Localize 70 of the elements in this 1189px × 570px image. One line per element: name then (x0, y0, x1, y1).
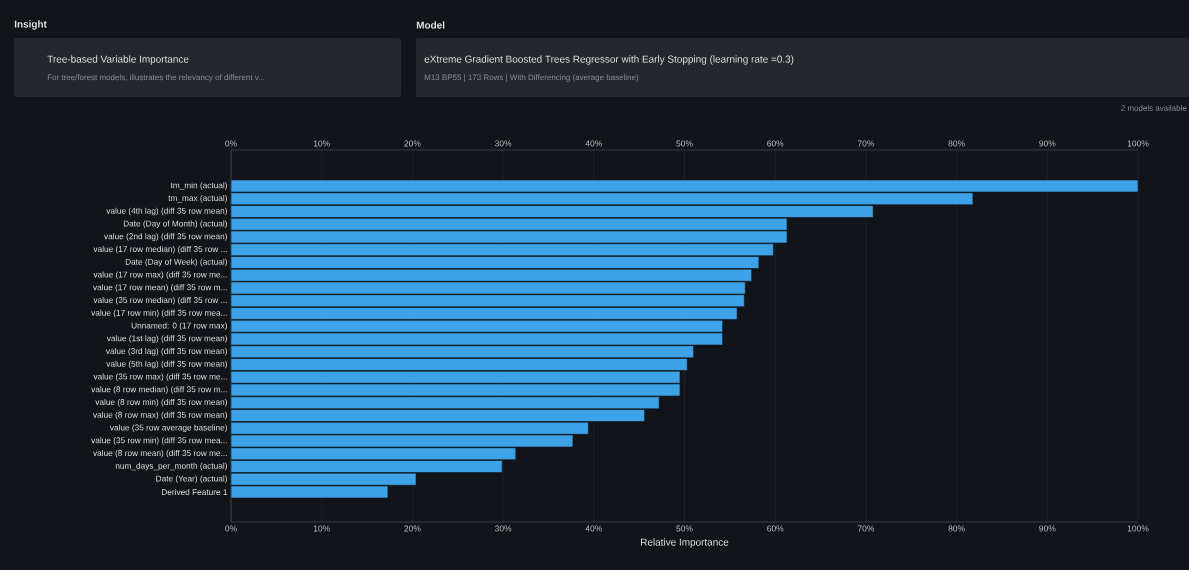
bar (231, 243, 774, 257)
bar (231, 345, 694, 359)
y-tick-label: num_days_per_month (actual) (115, 462, 227, 471)
y-tick-label: value (17 row max) (diff 35 row me... (93, 271, 227, 280)
bar (231, 396, 660, 410)
y-tick-label: value (35 row min) (diff 35 row mea... (91, 437, 227, 445)
y-tick-label: value (5th lag) (diff 35 row mean) (106, 360, 227, 369)
y-tick-label: value (2nd lag) (diff 35 row mean) (104, 233, 227, 241)
y-tick-label: value (8 row max) (diff 35 row mean) (93, 411, 227, 420)
bar (231, 217, 788, 231)
y-tick-label: value (4th lag) (diff 35 row mean) (106, 207, 227, 216)
bar (231, 205, 874, 218)
bar (231, 472, 417, 486)
y-tick-label: Unnamed: 0 (17 row max) (131, 322, 227, 331)
x-tick-label: 10% (313, 525, 330, 532)
text: eXtreme Gradient Boosted Trees Regressor with Early Stopping (learning rate =0.3) (424, 55, 794, 65)
x-tick-label: 100% (1127, 525, 1149, 532)
y-tick-label: value (35 row median) (diff 35 row ... (93, 296, 227, 305)
bar (231, 421, 589, 435)
x-tick-label: 20% (404, 525, 421, 532)
y-tick-label: Date (Day of Week) (actual) (125, 258, 227, 267)
x2-tick-label: 30% (494, 140, 512, 147)
bar (231, 192, 974, 206)
y-tick-label: Date (Day of Month) (actual) (123, 220, 227, 229)
y-tick-label: value (3rd lag) (diff 35 row mean) (105, 347, 227, 356)
x-tick-label: 70% (857, 525, 875, 532)
bar (231, 307, 738, 320)
x2-tick-label: 100% (1127, 140, 1149, 147)
y-tick-label: tm_min (actual) (170, 182, 227, 190)
x2-tick-label: 20% (404, 140, 421, 147)
x-tick-label: 60% (767, 525, 784, 532)
bar (231, 409, 645, 422)
x-tick-label: 90% (1039, 525, 1056, 532)
y-tick-label: Date (Year) (actual) (156, 475, 227, 484)
bar (231, 294, 745, 308)
y-tick-label: value (8 row mean) (diff 35 row me... (93, 449, 227, 458)
y-tick-label: value (8 row median) (diff 35 row m... (91, 386, 227, 394)
bar (231, 268, 752, 282)
x2-tick-label: 90% (1039, 140, 1056, 147)
bar (231, 319, 723, 333)
bar (231, 358, 688, 371)
y-tick-label: value (35 row max) (diff 35 row me... (93, 373, 227, 382)
y-tick-label: value (1st lag) (diff 35 row mean) (106, 335, 227, 343)
x2-tick-label: 0% (225, 140, 237, 147)
x-tick-label: 0% (225, 525, 237, 532)
x2-tick-label: 80% (948, 140, 965, 147)
y-tick-label: value (8 row min) (diff 35 row mean) (95, 398, 227, 407)
text: Insight (14, 20, 47, 30)
y-tick-label: value (17 row median) (diff 35 row ... (93, 245, 227, 254)
text: Tree-based Variable Importance (47, 55, 189, 65)
text: Model (416, 21, 445, 29)
x-axis-title: Relative Importance (641, 538, 729, 548)
bar (231, 447, 517, 461)
x-tick-label: 30% (494, 525, 512, 532)
bar (231, 256, 760, 269)
x-tick-label: 50% (676, 525, 693, 532)
x2-tick-label: 40% (585, 140, 602, 147)
x2-tick-label: 70% (857, 140, 875, 147)
x-tick-label: 40% (585, 525, 602, 532)
bar (231, 460, 503, 473)
y-tick-label: value (35 row average baseline) (109, 424, 227, 433)
y-tick-label: value (17 row min) (diff 35 row mea... (91, 309, 227, 318)
x2-tick-label: 10% (313, 140, 330, 147)
y-tick-label: tm_max (actual) (168, 194, 227, 203)
y-tick-label: value (17 row mean) (diff 35 row m... (93, 284, 227, 292)
x2-tick-label: 60% (767, 140, 784, 147)
bar (231, 370, 681, 384)
x-tick-label: 80% (948, 525, 965, 532)
x2-tick-label: 50% (676, 140, 693, 147)
y-tick-label: Derived Feature 1 (161, 488, 228, 496)
